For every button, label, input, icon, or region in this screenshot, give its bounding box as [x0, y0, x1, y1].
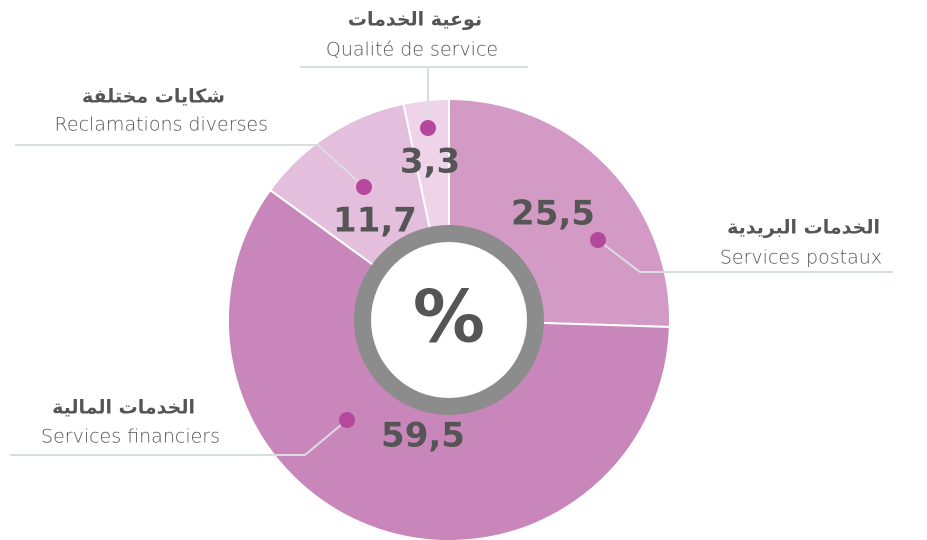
- category-label-ar: شكايات مختلفة: [82, 86, 225, 108]
- marker-dot: [590, 232, 606, 248]
- leader-line: [15, 144, 365, 188]
- category-label: Reclamations diverses: [55, 114, 268, 136]
- center-label: %: [413, 275, 485, 359]
- category-label-ar: نوعية الخدمات: [348, 9, 482, 31]
- value-label: 11,7: [333, 201, 417, 241]
- value-label: 25,5: [511, 194, 595, 234]
- value-label: 3,3: [400, 142, 460, 182]
- leader-line: [10, 419, 348, 456]
- category-label: Qualité de service: [326, 39, 498, 61]
- marker-dot: [339, 412, 355, 428]
- category-label-ar: الخدمات المالية: [52, 397, 195, 419]
- leader-line: [597, 239, 893, 273]
- category-label: Services postaux: [720, 247, 882, 269]
- center-disc: [371, 242, 527, 398]
- category-label-ar: الخدمات البريدية: [727, 217, 880, 239]
- value-label: 59,5: [381, 416, 465, 456]
- marker-dot: [420, 120, 436, 136]
- category-label: Services financiers: [41, 426, 220, 448]
- marker-dot: [356, 179, 372, 195]
